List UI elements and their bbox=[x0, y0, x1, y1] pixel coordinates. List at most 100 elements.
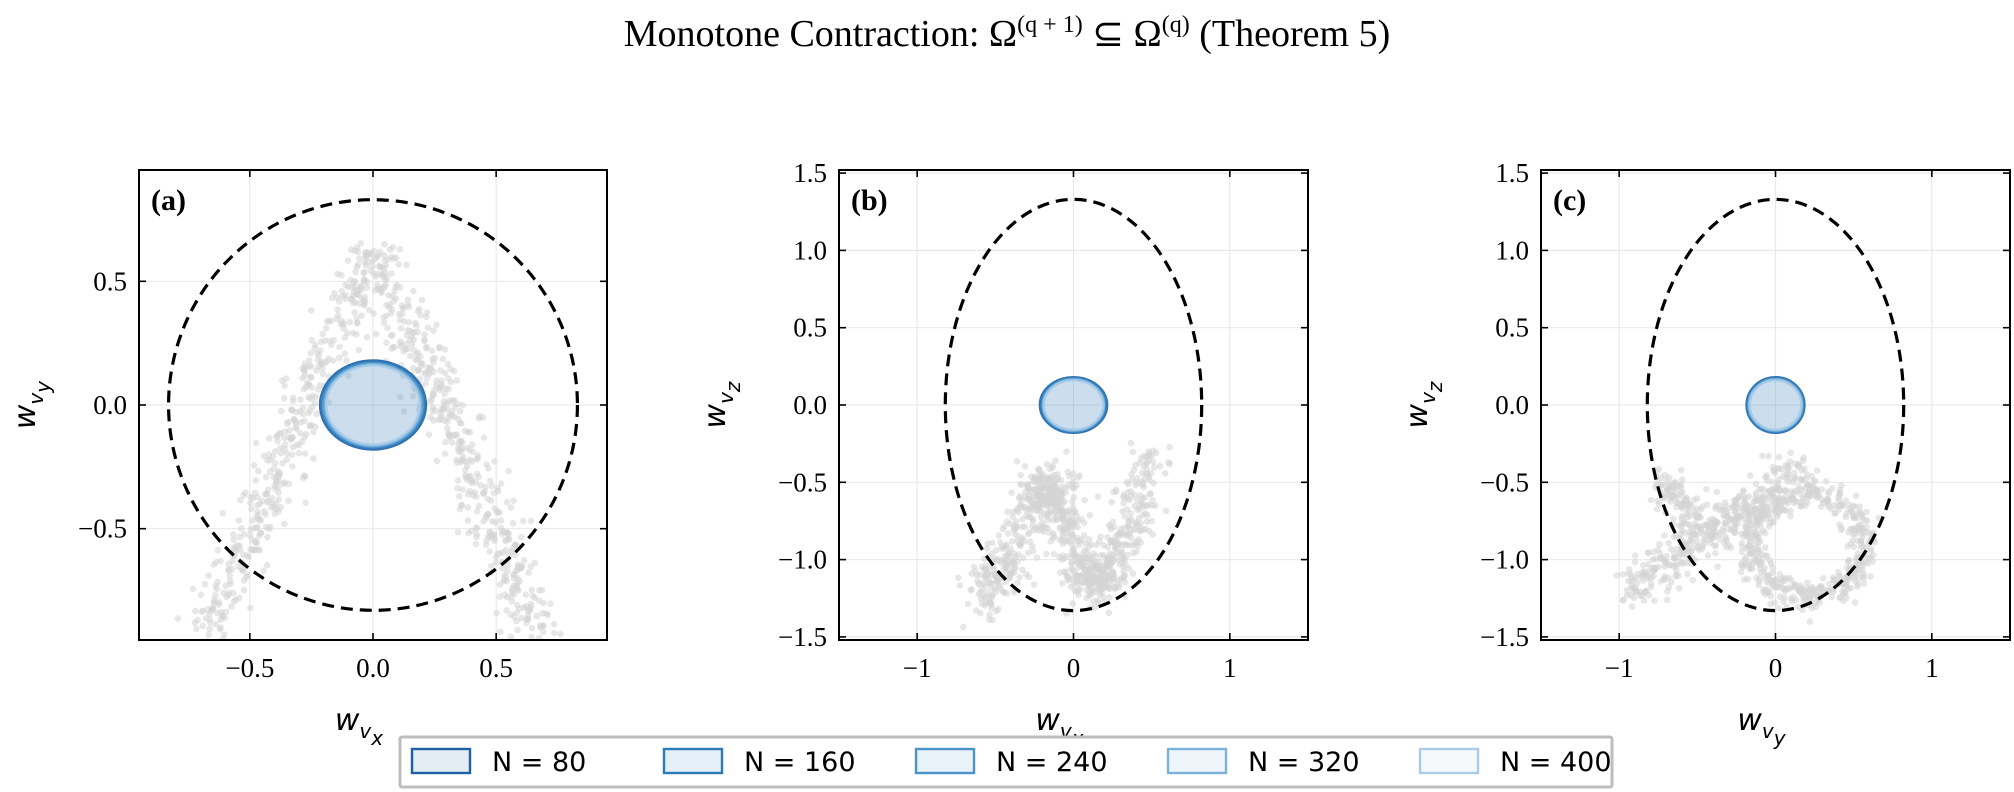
scatter-point bbox=[486, 477, 494, 485]
scatter-point bbox=[1791, 581, 1799, 588]
scatter-point bbox=[313, 410, 320, 418]
scatter-point bbox=[1765, 589, 1772, 596]
series-ellipse-n240 bbox=[322, 361, 424, 449]
scatter-point bbox=[1679, 512, 1686, 520]
scatter-point bbox=[1711, 542, 1718, 549]
scatter-point bbox=[469, 448, 476, 456]
scatter-point bbox=[308, 337, 316, 344]
scatter-point bbox=[1667, 498, 1674, 505]
scatter-point bbox=[1825, 496, 1832, 504]
scatter-point bbox=[388, 345, 396, 352]
scatter-point bbox=[1009, 556, 1017, 564]
scatter-point bbox=[1772, 469, 1779, 477]
scatter-point bbox=[1068, 530, 1076, 538]
scatter-point bbox=[199, 622, 206, 630]
scatter-point bbox=[1090, 550, 1097, 557]
scatter-point bbox=[1061, 498, 1068, 505]
series-ellipse-n80 bbox=[318, 359, 428, 451]
y-tick-label: −0.5 bbox=[78, 514, 127, 544]
scatter-point bbox=[1681, 551, 1689, 559]
scatter-point bbox=[1071, 587, 1079, 595]
scatter-point bbox=[260, 567, 267, 574]
bound-ellipse bbox=[943, 197, 1204, 613]
scatter-point bbox=[323, 318, 331, 325]
scatter-point bbox=[482, 483, 489, 491]
scatter-point bbox=[374, 252, 382, 259]
y-axis-label-main: w bbox=[1400, 403, 1435, 428]
scatter-point bbox=[276, 430, 283, 437]
scatter-point bbox=[1789, 494, 1796, 502]
scatter-point bbox=[1052, 479, 1059, 486]
scatter-point bbox=[302, 499, 310, 507]
scatter-point bbox=[1804, 490, 1812, 498]
scatter-point bbox=[986, 611, 993, 618]
scatter-point bbox=[1766, 519, 1774, 527]
scatter-point bbox=[1073, 575, 1080, 582]
scatter-point bbox=[550, 644, 557, 651]
scatter-point bbox=[422, 345, 430, 352]
scatter-point bbox=[484, 495, 492, 503]
scatter-point bbox=[445, 386, 453, 393]
scatter-point bbox=[528, 633, 535, 640]
legend-swatch bbox=[662, 747, 724, 775]
scatter-point bbox=[1822, 478, 1830, 485]
scatter-point bbox=[988, 601, 995, 609]
scatter-point bbox=[365, 306, 373, 314]
scatter-point bbox=[1663, 596, 1671, 604]
scatter-point bbox=[1120, 568, 1127, 576]
scatter-point bbox=[240, 530, 248, 538]
scatter-point bbox=[1779, 584, 1786, 591]
scatter-point bbox=[1094, 493, 1102, 500]
scatter-point bbox=[522, 591, 530, 598]
title-tail: (Theorem 5) bbox=[1190, 13, 1390, 55]
scatter-point bbox=[508, 548, 515, 556]
scatter-point bbox=[410, 346, 418, 354]
scatter-point bbox=[438, 381, 445, 388]
scatter-point bbox=[380, 319, 388, 326]
scatter-point bbox=[1759, 492, 1767, 500]
scatter-point bbox=[1067, 518, 1074, 525]
scatter-point bbox=[254, 508, 261, 516]
scatter-point bbox=[1015, 551, 1022, 558]
x-tick-label: 0 bbox=[1769, 653, 1783, 683]
scatter-point bbox=[1670, 515, 1677, 523]
scatter-point bbox=[1058, 483, 1065, 491]
scatter-point bbox=[1699, 503, 1706, 510]
scatter-point bbox=[504, 562, 512, 569]
scatter-point bbox=[364, 259, 372, 266]
scatter-point bbox=[1813, 467, 1821, 474]
scatter-point bbox=[1148, 517, 1156, 525]
scatter-point bbox=[1672, 532, 1680, 540]
scatter-point bbox=[1021, 462, 1029, 470]
scatter-point bbox=[1108, 498, 1115, 506]
y-axis-label-sub: v bbox=[24, 392, 48, 405]
scatter-point bbox=[405, 319, 413, 326]
scatter-point bbox=[1638, 592, 1646, 599]
scatter-point bbox=[1043, 461, 1051, 468]
scatter-point bbox=[226, 572, 233, 580]
scatter-point bbox=[456, 419, 464, 427]
scatter-point bbox=[209, 605, 217, 613]
scatter-point bbox=[255, 467, 262, 475]
scatter-point bbox=[261, 508, 268, 515]
scatter-point bbox=[496, 581, 504, 588]
scatter-point bbox=[1798, 502, 1805, 510]
scatter-point bbox=[1004, 508, 1011, 515]
scatter-point bbox=[1013, 537, 1021, 544]
scatter-point bbox=[301, 450, 309, 458]
scatter-point bbox=[341, 334, 349, 341]
scatter-point bbox=[421, 331, 429, 339]
scatter-point bbox=[230, 536, 238, 543]
scatter-point bbox=[514, 602, 521, 609]
scatter-point bbox=[486, 533, 493, 541]
scatter-point bbox=[1667, 545, 1675, 553]
scatter-point bbox=[1798, 467, 1806, 474]
scatter-point bbox=[1019, 566, 1026, 573]
scatter-point bbox=[250, 546, 257, 554]
scatter-point bbox=[1740, 493, 1747, 500]
legend-swatch bbox=[410, 747, 472, 775]
scatter-point bbox=[1161, 470, 1169, 477]
scatter-point bbox=[1684, 513, 1691, 521]
scatter-point bbox=[1738, 548, 1745, 556]
scatter-point bbox=[1008, 538, 1016, 545]
